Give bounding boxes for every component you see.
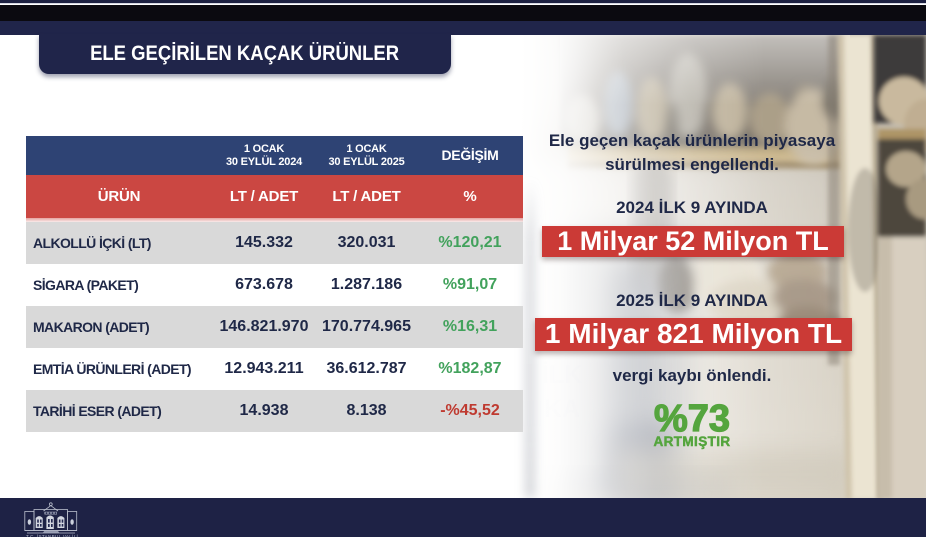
- svg-text:T.C. İSTANBUL VALİLİĞİ: T.C. İSTANBUL VALİLİĞİ: [26, 533, 78, 537]
